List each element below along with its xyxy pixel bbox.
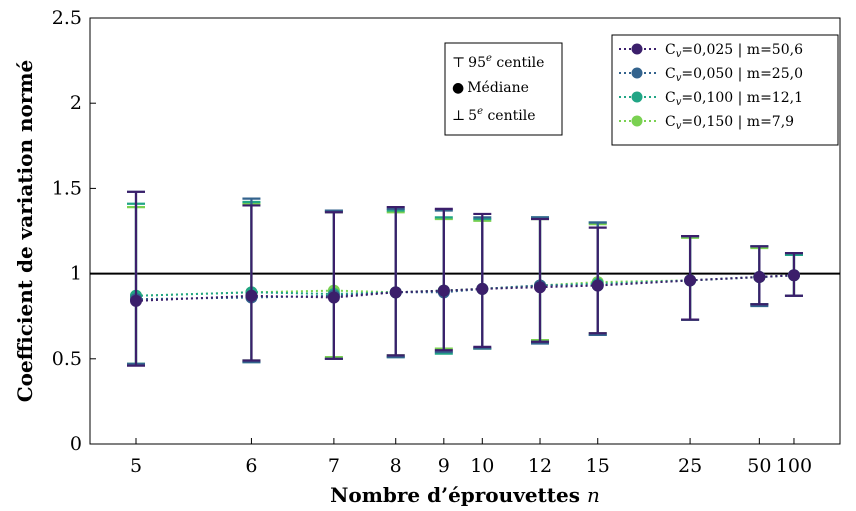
- y-axis-title: Coefficient de variation normé: [13, 60, 37, 403]
- series-legend-box: [611, 34, 839, 146]
- symbol-legend: ⊤ 95e centile ● Médiane ⊥ 5e centile: [444, 42, 563, 136]
- median-point: [389, 286, 402, 299]
- median-point: [534, 281, 547, 294]
- x-tick-label: 6: [245, 455, 257, 477]
- x-tick-label: 9: [438, 455, 450, 477]
- legend-label-sub: v: [676, 97, 682, 108]
- legend-label-sub: v: [676, 121, 682, 132]
- y-tick-label: 0: [70, 433, 82, 455]
- median-point: [130, 294, 142, 307]
- x-tick-label: 15: [586, 455, 610, 477]
- median-point: [591, 279, 604, 292]
- x-tick-label: 12: [528, 455, 552, 477]
- legend-marker: [631, 67, 643, 79]
- legend-label-name: C: [665, 114, 676, 130]
- legend-label: Cv=0,150 | m=7,9: [665, 114, 794, 132]
- x-tick-label: 10: [470, 455, 494, 477]
- legend-label-tail: =0,050 | m=25,0: [681, 66, 803, 82]
- x-tick-label: 50: [747, 455, 771, 477]
- chart-marks: [90, 190, 840, 367]
- legend-label: Cv=0,100 | m=12,1: [665, 90, 803, 108]
- series-legend: Cv=0,025 | m=50,6Cv=0,050 | m=25,0Cv=0,1…: [611, 34, 839, 146]
- legend-label: Cv=0,025 | m=50,6: [665, 42, 803, 60]
- median-point: [753, 271, 766, 284]
- median-point: [437, 284, 450, 297]
- axis-ticks: 5 6 7 8 9 10 12 15 25 50 100 0 0.5 1 1.5 2 2.5: [52, 7, 812, 477]
- series-3: [127, 202, 803, 366]
- y-tick-label: 1: [70, 263, 82, 285]
- median-point: [327, 291, 340, 304]
- legend-label-sub: v: [676, 73, 682, 84]
- median-point: [245, 289, 258, 302]
- y-tick-label: 2.5: [52, 7, 82, 29]
- legend-marker: [631, 91, 643, 103]
- legend-label-tail: =0,100 | m=12,1: [681, 90, 803, 106]
- y-tick-label: 1.5: [52, 177, 82, 199]
- legend-label-name: C: [665, 42, 676, 58]
- legend-label-sub: v: [676, 49, 682, 60]
- median-point: [684, 274, 697, 287]
- y-tick-label: 2: [70, 92, 82, 114]
- symbol-legend-p5: ⊥ 5e centile: [452, 106, 535, 124]
- symbol-legend-median: ● Médiane: [452, 80, 529, 96]
- median-point: [787, 269, 800, 282]
- series-1: [127, 190, 803, 366]
- legend-marker: [631, 43, 643, 55]
- median-point: [476, 282, 489, 295]
- series-2: [127, 200, 803, 366]
- x-tick-label: 25: [678, 455, 702, 477]
- x-tick-label: 100: [776, 455, 812, 477]
- x-tick-label: 8: [390, 455, 402, 477]
- symbol-legend-box: [444, 42, 563, 136]
- series-0: [127, 190, 803, 367]
- legend-label: Cv=0,050 | m=25,0: [665, 66, 803, 84]
- x-tick-label: 7: [328, 455, 340, 477]
- legend-label-tail: =0,025 | m=50,6: [681, 42, 803, 58]
- legend-marker: [631, 115, 643, 127]
- x-tick-label: 5: [130, 455, 142, 477]
- legend-label-name: C: [665, 90, 676, 106]
- y-tick-label: 0.5: [52, 348, 82, 370]
- legend-label-name: C: [665, 66, 676, 82]
- x-axis-title: Nombre d’éprouvettes n: [330, 483, 600, 507]
- plot-frame: [89, 17, 841, 445]
- symbol-legend-p95: ⊤ 95e centile: [452, 53, 544, 71]
- legend-label-tail: =0,150 | m=7,9: [681, 114, 794, 130]
